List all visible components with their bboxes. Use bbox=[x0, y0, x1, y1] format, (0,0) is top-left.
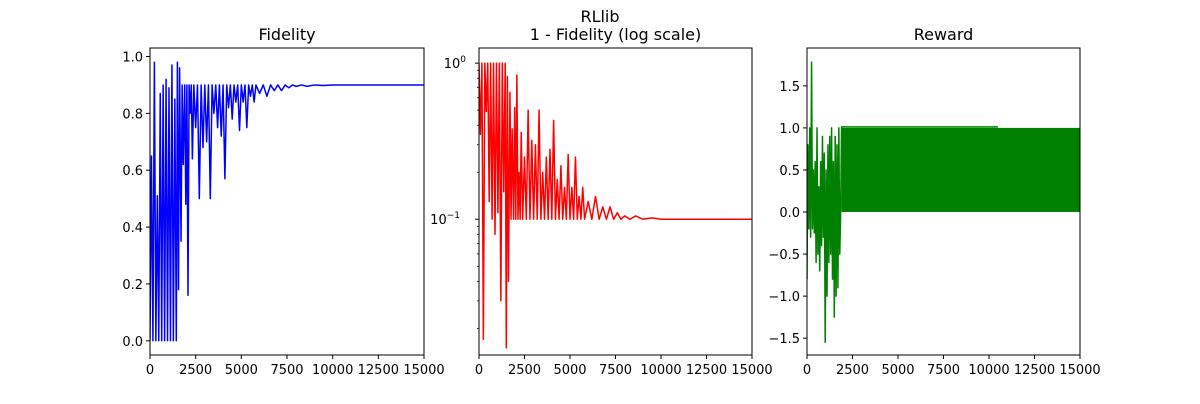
x-tick-label: 0 bbox=[803, 363, 811, 378]
data-layer bbox=[150, 61, 424, 342]
x-tick-label: 2500 bbox=[836, 363, 869, 378]
x-tick-label: 2500 bbox=[179, 363, 212, 378]
oscillation-band bbox=[841, 127, 1080, 213]
series-line-1 bbox=[150, 61, 424, 342]
y-tick-label: 0.4 bbox=[122, 221, 143, 236]
x-tick-label: 12500 bbox=[686, 363, 727, 378]
y-tick-label: 0.2 bbox=[122, 278, 143, 293]
x-tick-label: 12500 bbox=[358, 363, 399, 378]
y-tick-label: 10−1 bbox=[430, 211, 460, 228]
y-tick-label: 100 bbox=[444, 55, 467, 72]
subplot-2: 1 - Fidelity (log scale) 0 2500 5000 7500 100… bbox=[430, 25, 773, 378]
x-tick-label: 5000 bbox=[881, 363, 914, 378]
data-layer bbox=[479, 62, 752, 349]
x-tick-label: 7500 bbox=[927, 363, 960, 378]
subplot-title: Fidelity bbox=[258, 25, 315, 44]
y-tick-label: 0.0 bbox=[122, 335, 143, 350]
x-tick-label: 15000 bbox=[403, 363, 444, 378]
x-tick-label: 10000 bbox=[968, 363, 1009, 378]
x-tick-label: 0 bbox=[475, 363, 483, 378]
y-tick-label: 1.0 bbox=[122, 51, 143, 66]
subplot-title: 1 - Fidelity (log scale) bbox=[530, 25, 702, 44]
tick-exponent: −1 bbox=[447, 211, 460, 221]
subplot-3: Reward 0 2500 5000 7500 10000 12500 15000 −1.5 −1… bbox=[768, 25, 1100, 378]
x-tick-label: 12500 bbox=[1014, 363, 1055, 378]
y-tick-label: 0.6 bbox=[122, 164, 143, 179]
tick-exponent: 0 bbox=[460, 55, 466, 65]
y-tick-label: 1.5 bbox=[779, 80, 800, 95]
series-line-1 bbox=[479, 62, 752, 349]
x-tick-label: 15000 bbox=[1059, 363, 1100, 378]
y-tick-label: −1.0 bbox=[768, 290, 800, 305]
x-tick-label: 10000 bbox=[312, 363, 353, 378]
data-layer bbox=[807, 61, 1080, 344]
subplot-1: Fidelity 0 2500 5000 7500 10000 12500 15000 0.0 0… bbox=[122, 25, 444, 378]
x-tick-label: 5000 bbox=[553, 363, 586, 378]
y-tick-label: 0.5 bbox=[779, 164, 800, 179]
y-tick-label: 0.8 bbox=[122, 107, 143, 122]
x-tick-label: 0 bbox=[146, 363, 154, 378]
y-tick-label: 0.0 bbox=[779, 206, 800, 221]
x-tick-label: 2500 bbox=[508, 363, 541, 378]
subplot-title: Reward bbox=[914, 25, 974, 44]
x-tick-label: 7500 bbox=[599, 363, 632, 378]
x-tick-label: 7500 bbox=[270, 363, 303, 378]
y-tick-label: 1.0 bbox=[779, 122, 800, 137]
y-tick-label: −1.5 bbox=[768, 332, 800, 347]
series-line-1 bbox=[807, 61, 843, 344]
x-tick-label: 10000 bbox=[640, 363, 681, 378]
x-tick-label: 15000 bbox=[731, 363, 772, 378]
x-tick-label: 5000 bbox=[225, 363, 258, 378]
y-tick-label: −0.5 bbox=[768, 248, 800, 263]
figure-suptitle: RLlib bbox=[580, 7, 619, 26]
